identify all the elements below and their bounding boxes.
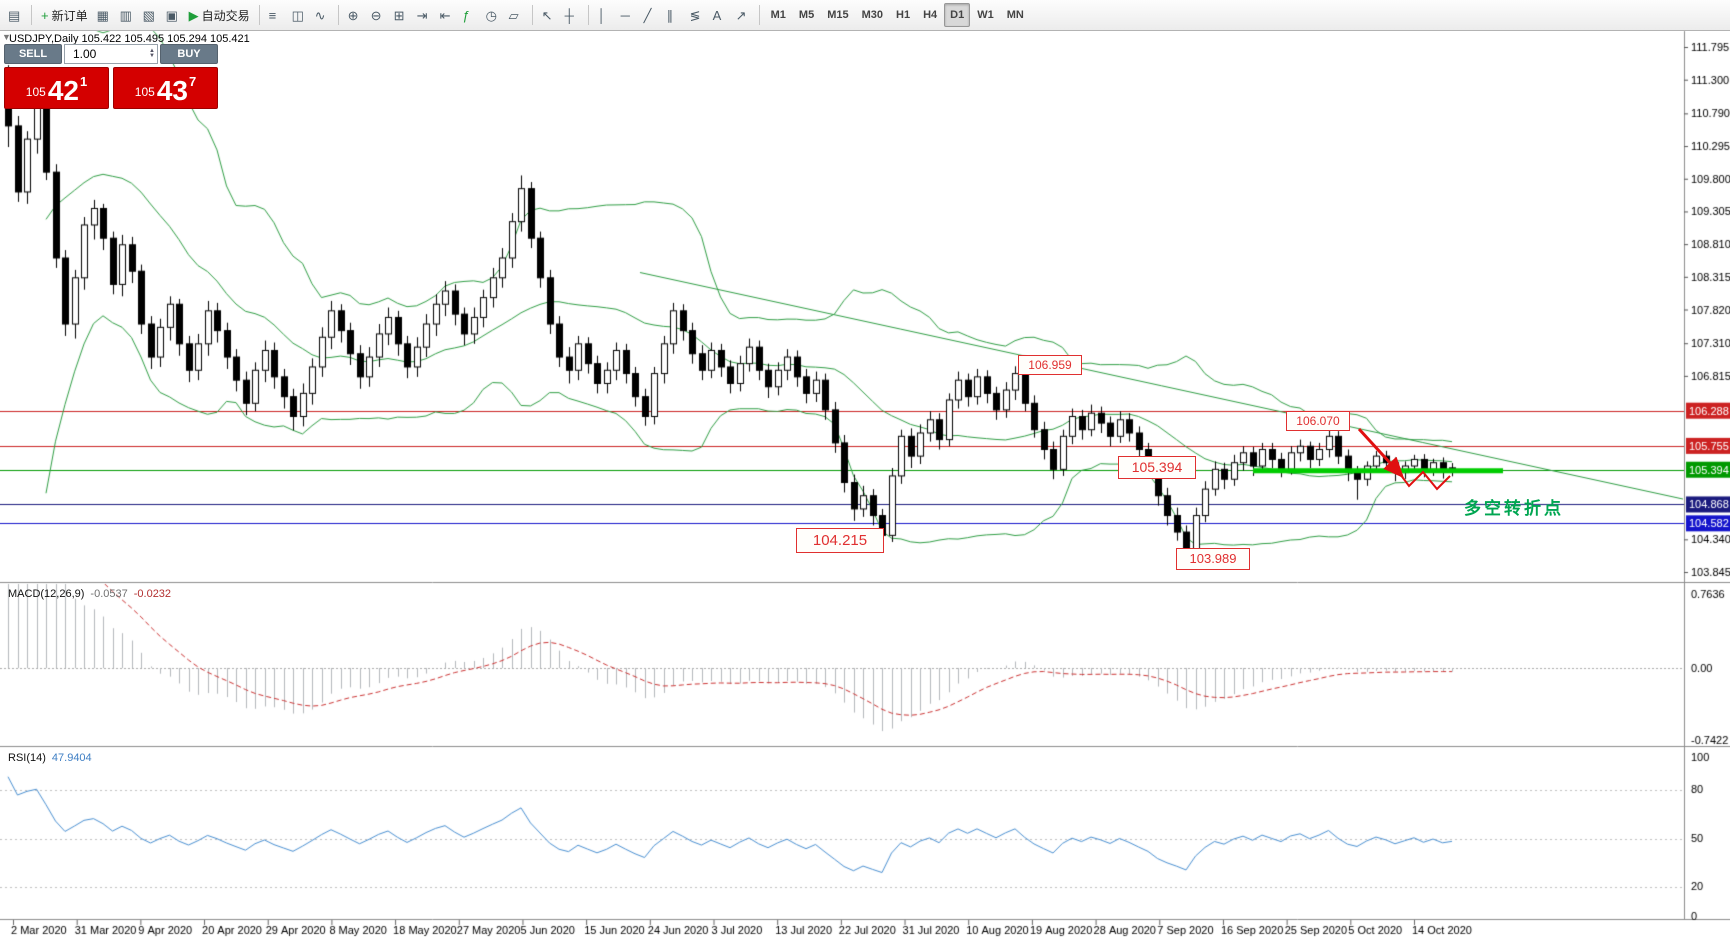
timeframe-m15[interactable]: M15 <box>821 3 854 27</box>
zoom-in-icon[interactable]: ⊕ <box>344 3 366 27</box>
vertical-line-icon[interactable]: │ <box>594 3 616 27</box>
terminal-icon: ▣ <box>165 7 178 23</box>
navigator-icon[interactable]: ▧ <box>139 3 161 27</box>
indicators-icon[interactable]: ƒ <box>459 3 481 27</box>
toolbar: ▤ + 新订单 ▦ ▥ ▧ ▣ ▶ 自动交易 ≡ ◫ ∿ ⊕ ⊖ ⊞ ⇥ ⇤ ƒ ◷ ▱ ↖ ┼ │ ─ ╱ ∥ ≶ A ↗ M1 M5 M1… <box>0 0 1730 31</box>
data-window-icon[interactable]: ▥ <box>116 3 138 27</box>
autotrading-button-label: 自动交易 <box>201 8 250 23</box>
auto-scroll-icon[interactable]: ⇥ <box>413 3 435 27</box>
trendline-icon[interactable]: ╱ <box>640 3 662 27</box>
toolbar-separator <box>531 5 533 25</box>
timeframe-m30[interactable]: M30 <box>856 3 889 27</box>
autotrading-button: ▶ <box>188 7 199 23</box>
arrows-tool-icon[interactable]: ↗ <box>732 3 754 27</box>
crosshair-icon: ┼ <box>564 7 574 23</box>
timeframe-h1[interactable]: H1 <box>890 3 916 27</box>
candlestick-chart-icon[interactable]: ◫ <box>288 3 310 27</box>
market-watch-icon: ▦ <box>96 7 109 23</box>
timeframe-m5[interactable]: M5 <box>793 3 820 27</box>
line-chart-icon[interactable]: ∿ <box>311 3 333 27</box>
candlestick-chart-icon: ◫ <box>291 7 304 23</box>
channel-icon: ∥ <box>666 7 674 23</box>
cursor-icon[interactable]: ↖ <box>538 3 560 27</box>
toolbar-separator <box>758 5 760 25</box>
timeframe-d1[interactable]: D1 <box>944 3 971 27</box>
cursor-icon: ↖ <box>541 7 553 23</box>
templates-icon: ▱ <box>508 7 519 23</box>
toolbar-separator <box>258 5 260 25</box>
channel-icon[interactable]: ∥ <box>663 3 685 27</box>
zoom-out-icon[interactable]: ⊖ <box>367 3 389 27</box>
timeframe-w1[interactable]: W1 <box>971 3 1000 27</box>
timeframe-h4[interactable]: H4 <box>917 3 943 27</box>
toolbar-separator <box>587 5 589 25</box>
bar-chart-icon[interactable]: ≡ <box>265 3 287 27</box>
fibonacci-icon[interactable]: ≶ <box>686 3 708 27</box>
toolbar-separator <box>31 5 32 25</box>
indicators-icon: ƒ <box>462 7 470 23</box>
timeframe-mn[interactable]: MN <box>1001 3 1030 27</box>
navigator-icon: ▧ <box>142 7 155 23</box>
new-order-button[interactable]: + 新订单 <box>37 3 92 27</box>
autotrading-button[interactable]: ▶ 自动交易 <box>185 3 254 27</box>
new-chart-icon[interactable]: ▤ <box>4 3 26 27</box>
tile-windows-icon: ⊞ <box>393 7 405 23</box>
periods-icon: ◷ <box>485 7 497 23</box>
vertical-line-icon: │ <box>597 7 606 23</box>
terminal-icon[interactable]: ▣ <box>162 3 184 27</box>
periods-icon[interactable]: ◷ <box>482 3 504 27</box>
text-label-icon[interactable]: A <box>709 3 731 27</box>
market-watch-icon[interactable]: ▦ <box>93 3 115 27</box>
auto-scroll-icon: ⇥ <box>416 7 428 23</box>
new-chart-icon: ▤ <box>8 7 21 23</box>
templates-icon[interactable]: ▱ <box>505 3 527 27</box>
crosshair-icon[interactable]: ┼ <box>561 3 583 27</box>
timeframe-m1[interactable]: M1 <box>765 3 792 27</box>
chart-shift-icon: ⇤ <box>439 7 451 23</box>
new-order-button: + <box>41 7 49 23</box>
new-order-button-label: 新订单 <box>51 8 88 23</box>
horizontal-line-icon[interactable]: ─ <box>617 3 639 27</box>
toolbar-separator <box>337 5 339 25</box>
line-chart-icon: ∿ <box>314 7 326 23</box>
data-window-icon: ▥ <box>119 7 132 23</box>
trendline-icon: ╱ <box>643 7 652 23</box>
arrows-tool-icon: ↗ <box>735 7 747 23</box>
text-label-icon: A <box>712 7 722 23</box>
zoom-in-icon: ⊕ <box>347 7 359 23</box>
tile-windows-icon[interactable]: ⊞ <box>390 3 412 27</box>
horizontal-line-icon: ─ <box>620 7 630 23</box>
chart-shift-icon[interactable]: ⇤ <box>436 3 458 27</box>
zoom-out-icon: ⊖ <box>370 7 382 23</box>
fibonacci-icon: ≶ <box>689 7 701 23</box>
bar-chart-icon: ≡ <box>268 7 277 23</box>
